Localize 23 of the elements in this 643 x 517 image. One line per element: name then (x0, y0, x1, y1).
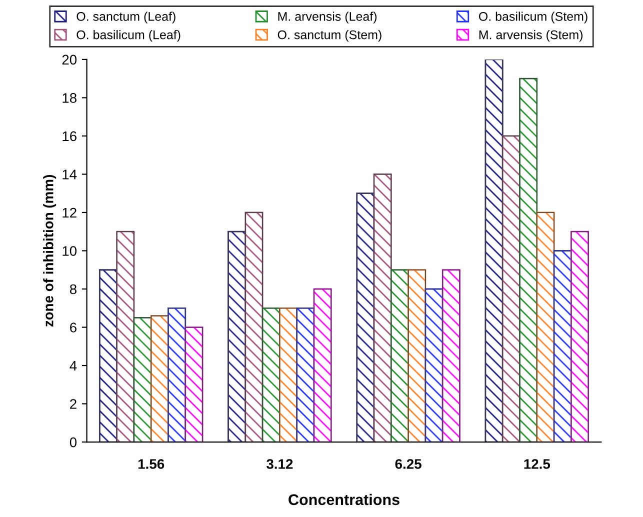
x-tick-label: 3.12 (266, 459, 293, 469)
legend-label: O. basilicum (Stem) (478, 12, 588, 24)
y-tick-label: 10 (62, 246, 77, 256)
y-tick-label: 4 (70, 360, 77, 371)
y-tick-label: 12 (62, 208, 76, 218)
y-tick-label: 16 (62, 131, 76, 142)
legend-label: O. sanctum (Stem) (278, 30, 382, 42)
y-tick-label: 2 (70, 399, 76, 409)
x-tick-label: 1.56 (138, 459, 164, 469)
y-tick-label: 14 (62, 170, 77, 180)
legend-label: M. arvensis (Stem) (479, 30, 582, 42)
y-tick-label: 20 (62, 54, 77, 65)
y-tick-label: 0 (70, 437, 77, 448)
x-tick-label: 6.25 (395, 459, 422, 469)
x-tick-label: 12.5 (524, 459, 550, 469)
y-tick-label: 6 (70, 322, 76, 332)
y-tick-label: 18 (62, 93, 76, 103)
legend-label: M. arvensis (Leaf) (278, 12, 377, 24)
x-axis-title: Concentrations (288, 494, 400, 506)
y-axis-title: zone of inhibition (mm) (43, 175, 56, 327)
y-tick-label: 8 (70, 284, 76, 294)
legend-label: O. sanctum (Leaf) (76, 12, 176, 24)
legend-label: O. basilicum (Leaf) (76, 30, 180, 42)
